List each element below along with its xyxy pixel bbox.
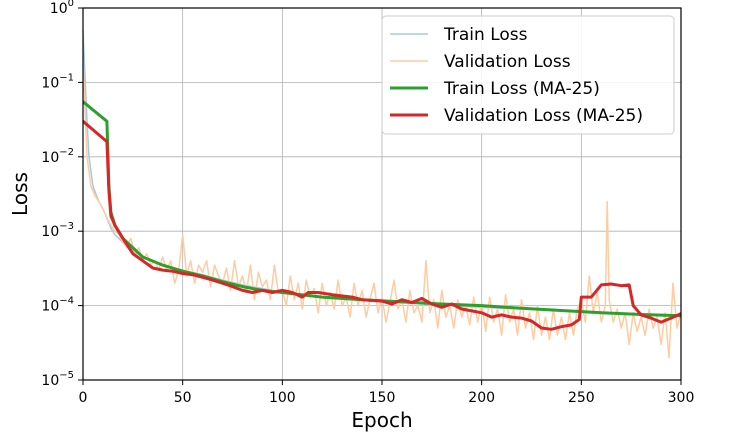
x-tick-label: 250	[568, 390, 595, 406]
y-tick-label: 10−4	[41, 296, 74, 315]
x-axis-label: Epoch	[351, 408, 412, 432]
series-layer	[83, 29, 681, 359]
legend-box	[381, 15, 675, 135]
x-tick-label: 150	[369, 390, 396, 406]
y-tick-label: 10−1	[41, 72, 74, 91]
legend: Train Loss Validation Loss Train Loss (MA-…	[381, 15, 675, 135]
y-axis-label: Loss	[8, 172, 32, 216]
x-tick-label: 50	[174, 390, 192, 406]
y-tick-label: 10−2	[41, 147, 74, 166]
legend-label: Validation Loss (MA-25)	[444, 106, 643, 126]
series-line-4	[83, 119, 681, 331]
y-tick-label: 10−3	[41, 221, 74, 240]
x-tick-label: 300	[668, 390, 695, 406]
x-tick-label: 200	[468, 390, 495, 406]
x-tick-label: 0	[79, 390, 88, 406]
legend-label: Train Loss	[443, 25, 528, 45]
legend-label: Validation Loss	[444, 52, 571, 72]
legend-label: Train Loss (MA-25)	[443, 79, 600, 99]
x-axis: 0 50 100 150 200 250 300	[79, 380, 695, 406]
series-line-2	[83, 59, 681, 359]
y-tick-label: 10−5	[41, 370, 74, 389]
x-tick-label: 100	[269, 390, 296, 406]
y-axis: 10−5 10−4 10−3 10−2 10−1 100	[41, 0, 83, 389]
y-tick-label: 100	[50, 0, 74, 17]
